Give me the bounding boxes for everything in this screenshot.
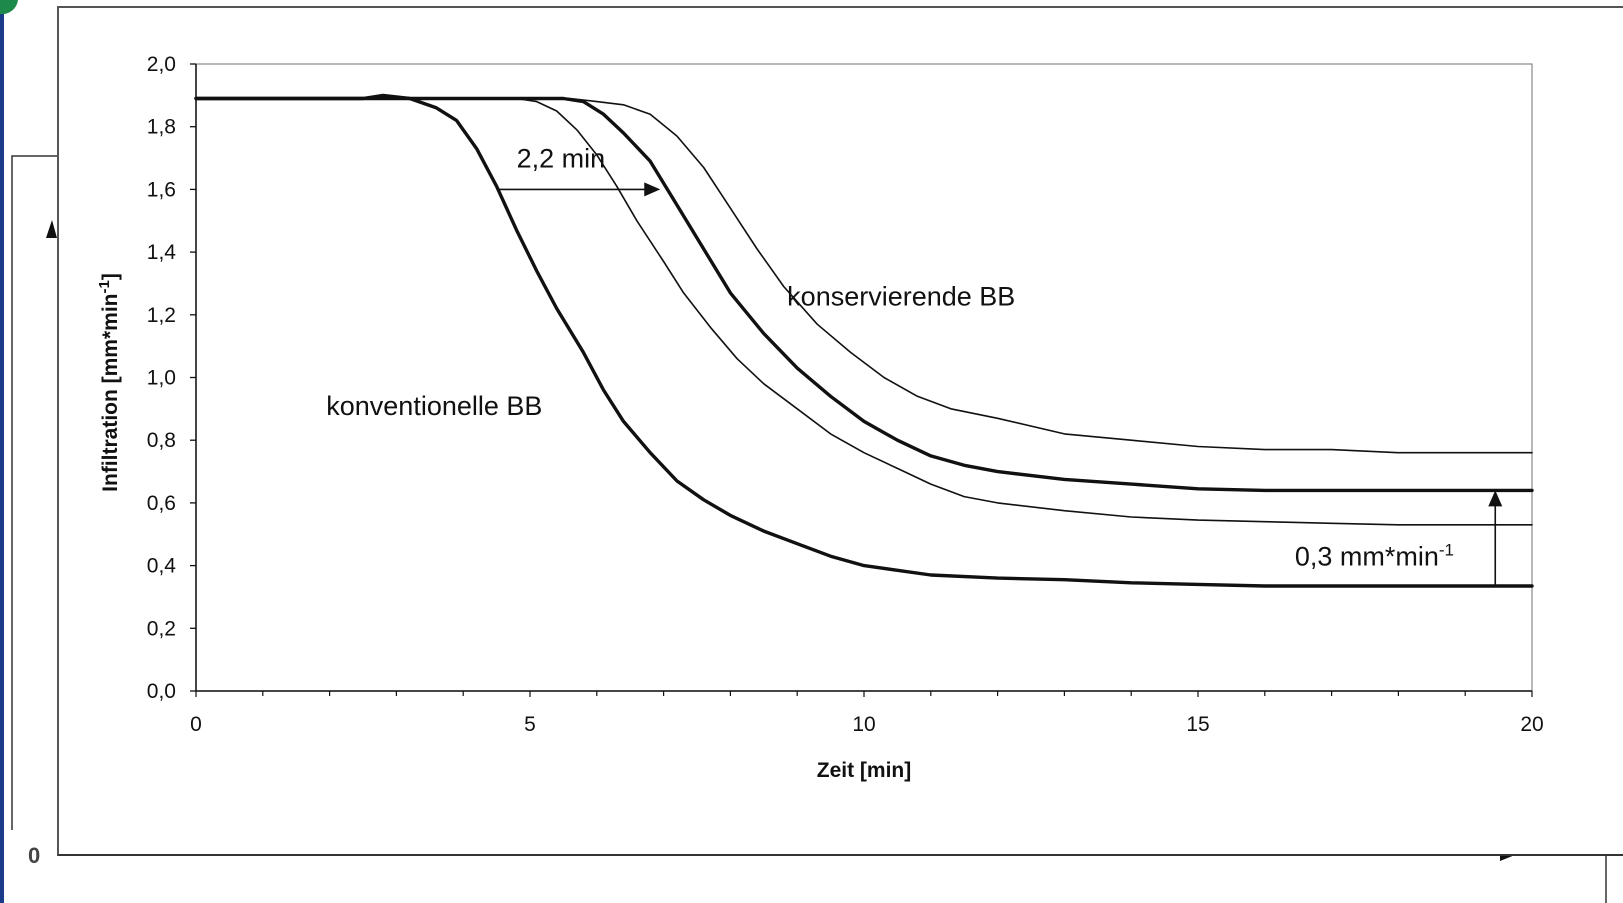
background-arrow-up-icon	[46, 220, 57, 238]
y-tick-label: 1,6	[147, 178, 176, 201]
x-tick-label: 20	[1520, 713, 1543, 736]
y-tick-label: 1,0	[147, 367, 176, 390]
series-line-2	[195, 97, 1533, 526]
y-axis-title-end: ]	[99, 273, 122, 280]
background-zero-label: 0	[28, 843, 41, 868]
chart-panel: 0,0 0,2 0,4 0,6 0,8 1,0 1,2 1,4 1,6 1,8 2,0 0 5 10 15 2…	[57, 6, 1623, 856]
x-tick-label: 15	[1186, 713, 1209, 736]
y-axis-title-sup: -1	[96, 280, 113, 293]
y-tick-label: 1,8	[147, 116, 176, 139]
x-tick-label: 10	[852, 713, 875, 736]
annotation-infiltration-difference: 0,3 mm*min-1	[1295, 541, 1454, 572]
difference-arrow-head-icon	[1488, 490, 1503, 507]
y-tick-label: 1,2	[147, 304, 176, 327]
label-konventionelle: konventionelle BB	[326, 391, 542, 421]
y-tick-label: 0,8	[147, 429, 176, 452]
y-axis-title-main: Infiltration [mm*min	[99, 294, 122, 492]
left-accent-bar	[0, 0, 4, 903]
y-tick-label: 0,4	[147, 555, 177, 578]
y-axis-title: Infiltration [mm*min-1]	[96, 273, 122, 492]
series-line-3	[194, 96, 1534, 493]
y-tick-label: 1,4	[147, 241, 177, 264]
series-line-1	[194, 93, 1534, 588]
y-tick-label: 0,6	[147, 492, 176, 515]
y-tick-label: 0,2	[147, 617, 176, 640]
shift-arrow-head-icon	[644, 182, 661, 197]
annotation-time-shift: 2,2 min	[517, 143, 606, 173]
x-tick-label: 5	[524, 713, 536, 736]
axis-ticks: 0,0 0,2 0,4 0,6 0,8 1,0 1,2 1,4 1,6 1,8 2,0 0 5 10 15 2…	[147, 53, 1544, 736]
background-box-outline	[11, 155, 57, 830]
annotations: 2,2 min konservierende BB konventionelle…	[326, 143, 1503, 586]
series-line-4	[195, 97, 1533, 454]
label-konservierende: konservierende BB	[787, 281, 1015, 311]
y-tick-label: 2,0	[147, 53, 176, 76]
infiltration-line-chart: 0,0 0,2 0,4 0,6 0,8 1,0 1,2 1,4 1,6 1,8 2,0 0 5 10 15 2…	[96, 53, 1544, 782]
annotation-difference-main: 0,3 mm*min	[1295, 542, 1439, 572]
series-lines	[194, 93, 1534, 588]
x-axis-title: Zeit [min]	[817, 759, 912, 782]
annotation-difference-sup: -1	[1439, 541, 1454, 560]
x-tick-label: 0	[190, 713, 202, 736]
plot-area-frame	[195, 63, 1533, 692]
logo-corner-mark	[0, 0, 18, 15]
y-tick-label: 0,0	[147, 680, 176, 703]
